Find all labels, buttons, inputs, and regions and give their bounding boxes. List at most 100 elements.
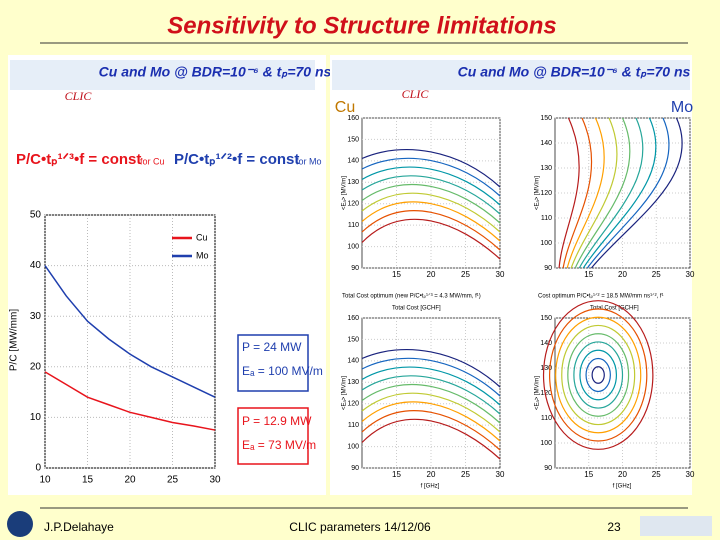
y-tick-label: 150: [540, 115, 552, 122]
y-tick-label: 90: [351, 465, 359, 472]
annotation-mo-power: P = 24 MW: [242, 340, 302, 354]
y-tick-label: 150: [347, 136, 359, 143]
x-tick-label: 30: [686, 470, 695, 479]
contour-line: [566, 117, 605, 269]
contour-line: [555, 316, 642, 434]
contour-line: [570, 117, 618, 269]
y-axis-label: <Eₐ> [MV/m]: [535, 176, 541, 210]
annotation-mo-field: Eₐ = 100 MV/m: [242, 364, 323, 378]
contour-line: [361, 357, 501, 397]
slide-title: Sensitivity to Structure limitations: [167, 12, 556, 39]
cern-logo: [7, 511, 33, 537]
contour-line: [590, 117, 683, 269]
annotation-box-cu: [237, 407, 309, 465]
legend-label: Cu: [196, 232, 208, 242]
y-tick-label: 120: [347, 401, 359, 408]
left-header: Cu and Mo @ BDR=10⁻⁶ & tₚ=70 ns: [99, 64, 332, 80]
right-logo: CLIC: [402, 87, 430, 101]
label-cu: Cu: [335, 99, 355, 116]
y-tick-label: 140: [347, 358, 359, 365]
y-tick-label: 30: [30, 311, 42, 322]
formula-cu: P/C•tₚ¹ᐟ³•f = const: [16, 151, 141, 168]
y-tick-label: 100: [540, 440, 552, 447]
contour-line: [361, 157, 501, 197]
left-logo: CLIC: [65, 89, 93, 103]
contour-line: [361, 383, 501, 424]
y-tick-label: 110: [348, 222, 359, 229]
contour-line: [586, 117, 670, 269]
x-tick-label: 15: [584, 470, 593, 479]
y-tick-label: 140: [540, 340, 552, 347]
y-tick-label: 40: [30, 260, 42, 271]
y-tick-label: 130: [540, 365, 552, 372]
formula-mo: P/C•tₚ¹ᐟ²•f = const: [174, 151, 299, 168]
footer-author: J.P.Delahaye: [44, 520, 114, 534]
x-tick-label: 15: [392, 270, 401, 279]
contour-line: [585, 357, 611, 393]
annotation-box-mo: [237, 334, 309, 392]
x-tick-label: 25: [652, 270, 661, 279]
y-tick-label: 140: [347, 158, 359, 165]
clic-footer-logo: [640, 516, 712, 536]
contour-line: [562, 117, 593, 269]
contour-line: [361, 218, 501, 260]
y-tick-label: 160: [347, 315, 359, 322]
annotation-cu-field: Eₐ = 73 MV/m: [242, 438, 316, 452]
contour-line: [558, 117, 580, 269]
x-label-cu: f [GHz]: [421, 484, 440, 490]
x-tick-label: 30: [496, 470, 505, 479]
y-tick-label: 130: [347, 179, 359, 186]
contour-line: [361, 375, 501, 415]
y-tick-label: 120: [540, 190, 552, 197]
right-header: Cu and Mo @ BDR=10⁻⁶ & tₚ=70 ns: [458, 64, 691, 80]
y-tick-label: 110: [541, 215, 552, 222]
y-tick-label: 120: [540, 390, 552, 397]
contour-line: [361, 192, 501, 233]
y-tick-label: 130: [540, 165, 552, 172]
right-header-band: [332, 60, 690, 90]
x-tick-label: 30: [496, 270, 505, 279]
contour-line: [361, 148, 501, 188]
x-tick-label: 20: [427, 470, 436, 479]
line-cu: [44, 371, 216, 431]
y-tick-label: 10: [30, 412, 42, 423]
contour-line: [361, 175, 501, 215]
contour-line: [361, 418, 501, 460]
x-tick-label: 30: [686, 270, 695, 279]
formula-mo-note: for Mo: [296, 156, 322, 166]
y-tick-label: 100: [540, 240, 552, 247]
y-axis-label: P/C [MW/mm]: [9, 309, 20, 371]
y-tick-label: 140: [540, 140, 552, 147]
cost-label-cu: Total Cost [GCHF]: [392, 306, 441, 312]
contour-line: [361, 366, 501, 406]
contour-line: [561, 324, 636, 426]
contour-line: [361, 166, 501, 206]
y-tick-label: 90: [544, 465, 552, 472]
contour-line: [582, 117, 657, 269]
y-tick-label: 120: [347, 201, 359, 208]
y-tick-label: 110: [541, 415, 552, 422]
contour-line: [567, 333, 630, 417]
x-tick-label: 20: [124, 475, 136, 486]
y-axis-label: <Eₐ> [MV/m]: [342, 176, 348, 210]
y-tick-label: 130: [347, 379, 359, 386]
y-tick-label: 90: [351, 265, 359, 272]
y-tick-label: 20: [30, 361, 42, 372]
y-tick-label: 50: [30, 210, 42, 221]
caption-cu: Total Cost optimum (new P/C•tₚ¹ᐟ³ = 4.3 …: [342, 293, 481, 300]
x-tick-label: 25: [167, 475, 179, 486]
contour-line: [361, 410, 501, 451]
y-axis-label: <Eₐ> [MV/m]: [535, 376, 541, 410]
x-tick-label: 15: [584, 270, 593, 279]
contour-line: [549, 308, 648, 442]
y-tick-label: 150: [347, 336, 359, 343]
x-label-mo: f [GHz]: [613, 484, 632, 490]
x-tick-label: 25: [461, 470, 470, 479]
contour-line: [361, 392, 501, 433]
formula-cu-note: for Cu: [140, 156, 165, 166]
contour-line: [361, 183, 501, 224]
annotation-cu-power: P = 12.9 MW: [242, 414, 312, 428]
x-tick-label: 20: [618, 470, 627, 479]
y-tick-label: 150: [540, 315, 552, 322]
